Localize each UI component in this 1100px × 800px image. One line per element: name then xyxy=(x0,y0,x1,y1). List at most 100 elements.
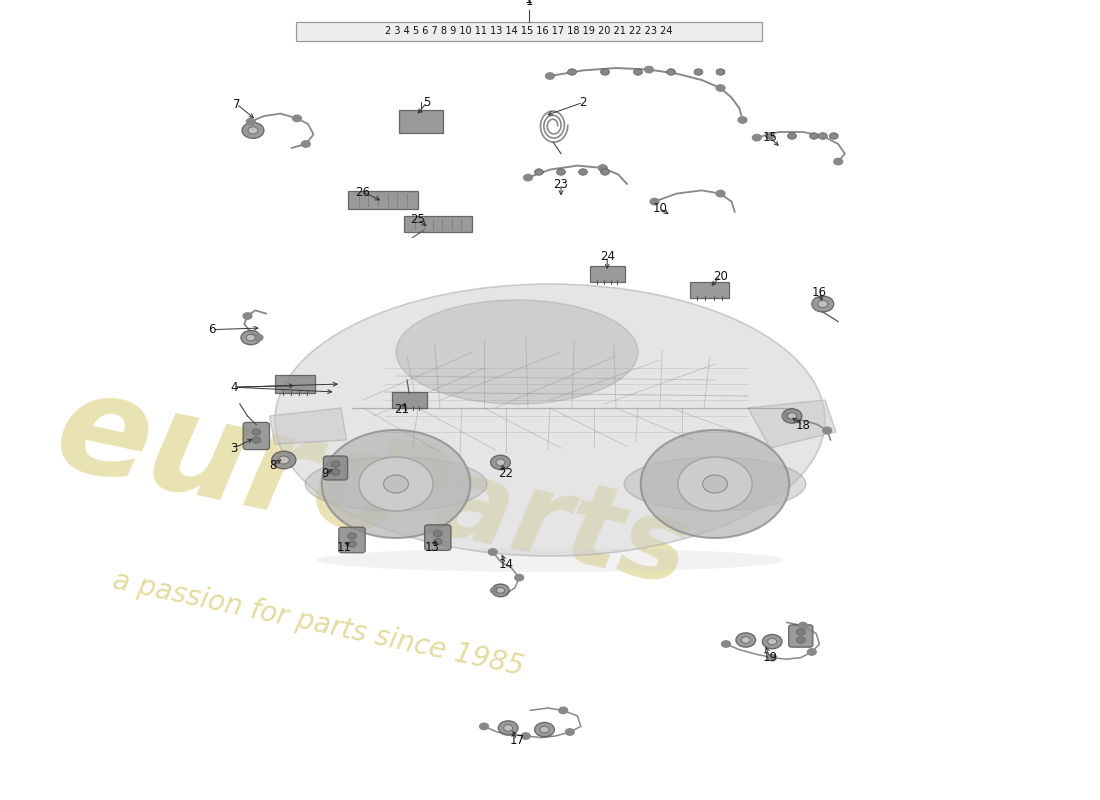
Circle shape xyxy=(242,122,264,138)
Circle shape xyxy=(433,538,442,545)
Circle shape xyxy=(601,169,609,175)
Circle shape xyxy=(557,169,565,175)
Circle shape xyxy=(601,69,609,75)
FancyBboxPatch shape xyxy=(348,191,418,209)
Ellipse shape xyxy=(678,457,752,511)
Circle shape xyxy=(348,541,356,547)
FancyBboxPatch shape xyxy=(789,625,813,647)
Text: 11: 11 xyxy=(337,541,352,554)
Circle shape xyxy=(788,413,796,419)
Circle shape xyxy=(488,549,497,555)
Ellipse shape xyxy=(384,475,408,493)
Text: 16: 16 xyxy=(812,286,827,298)
Text: 2 3 4 5 6 7 8 9 10 11 13 14 15 16 17 18 19 20 21 22 23 24: 2 3 4 5 6 7 8 9 10 11 13 14 15 16 17 18 … xyxy=(385,26,673,36)
Text: 4: 4 xyxy=(231,381,238,394)
Ellipse shape xyxy=(306,457,486,511)
Circle shape xyxy=(535,722,554,737)
Circle shape xyxy=(788,133,796,139)
Circle shape xyxy=(496,459,505,466)
Text: 22: 22 xyxy=(498,467,514,480)
Text: 6: 6 xyxy=(209,323,216,336)
FancyBboxPatch shape xyxy=(425,525,451,550)
Circle shape xyxy=(498,721,518,735)
Circle shape xyxy=(716,85,725,91)
Circle shape xyxy=(331,461,340,467)
Text: 19: 19 xyxy=(762,651,778,664)
Circle shape xyxy=(694,69,703,75)
Text: 9: 9 xyxy=(321,467,328,480)
FancyBboxPatch shape xyxy=(339,527,365,553)
Circle shape xyxy=(722,641,730,647)
Circle shape xyxy=(579,169,587,175)
Circle shape xyxy=(796,637,805,643)
Circle shape xyxy=(810,133,818,139)
Circle shape xyxy=(818,133,827,139)
Circle shape xyxy=(293,115,301,122)
Circle shape xyxy=(248,126,257,134)
Text: 10: 10 xyxy=(652,202,668,214)
Text: 17: 17 xyxy=(509,734,525,746)
Circle shape xyxy=(241,330,261,345)
Circle shape xyxy=(634,69,642,75)
Circle shape xyxy=(782,409,802,423)
Circle shape xyxy=(254,334,263,341)
Circle shape xyxy=(738,117,747,123)
FancyBboxPatch shape xyxy=(690,282,729,298)
Ellipse shape xyxy=(640,430,790,538)
Circle shape xyxy=(480,723,488,730)
Ellipse shape xyxy=(321,430,471,538)
Circle shape xyxy=(799,622,807,629)
Circle shape xyxy=(243,313,252,319)
Circle shape xyxy=(829,133,838,139)
FancyBboxPatch shape xyxy=(392,392,427,408)
Text: Parts: Parts xyxy=(352,431,700,609)
Circle shape xyxy=(524,174,532,181)
FancyBboxPatch shape xyxy=(590,266,625,282)
Circle shape xyxy=(650,198,659,205)
Circle shape xyxy=(645,66,653,73)
Circle shape xyxy=(540,726,549,733)
Circle shape xyxy=(278,456,289,464)
Circle shape xyxy=(301,141,310,147)
Text: 21: 21 xyxy=(394,403,409,416)
Circle shape xyxy=(834,158,843,165)
Text: 26: 26 xyxy=(355,186,371,198)
Text: 25: 25 xyxy=(410,213,426,226)
FancyBboxPatch shape xyxy=(243,422,270,450)
Circle shape xyxy=(817,300,827,308)
Circle shape xyxy=(535,169,543,175)
FancyBboxPatch shape xyxy=(323,456,348,480)
Circle shape xyxy=(433,530,442,537)
Circle shape xyxy=(716,69,725,75)
Circle shape xyxy=(807,649,816,655)
Ellipse shape xyxy=(317,548,783,572)
Circle shape xyxy=(491,455,510,470)
Circle shape xyxy=(782,413,791,419)
Text: 18: 18 xyxy=(795,419,811,432)
Ellipse shape xyxy=(396,300,638,404)
Circle shape xyxy=(598,165,607,171)
Circle shape xyxy=(252,437,261,443)
Circle shape xyxy=(491,587,499,594)
Circle shape xyxy=(504,725,513,731)
Text: 7: 7 xyxy=(233,98,240,110)
Text: 2: 2 xyxy=(580,96,586,109)
Text: a passion for parts since 1985: a passion for parts since 1985 xyxy=(110,566,526,682)
Circle shape xyxy=(492,584,509,597)
Circle shape xyxy=(246,334,255,341)
Text: 8: 8 xyxy=(270,459,276,472)
Circle shape xyxy=(752,134,761,141)
FancyBboxPatch shape xyxy=(404,216,472,232)
Circle shape xyxy=(716,190,725,197)
Text: 1: 1 xyxy=(525,0,533,6)
Circle shape xyxy=(546,73,554,79)
Text: 15: 15 xyxy=(762,131,778,144)
Text: 13: 13 xyxy=(425,541,440,554)
Circle shape xyxy=(766,133,774,139)
Text: 5: 5 xyxy=(424,96,430,109)
Polygon shape xyxy=(270,408,346,444)
Circle shape xyxy=(331,469,340,475)
FancyBboxPatch shape xyxy=(296,22,762,41)
Circle shape xyxy=(272,451,296,469)
Circle shape xyxy=(515,574,524,581)
